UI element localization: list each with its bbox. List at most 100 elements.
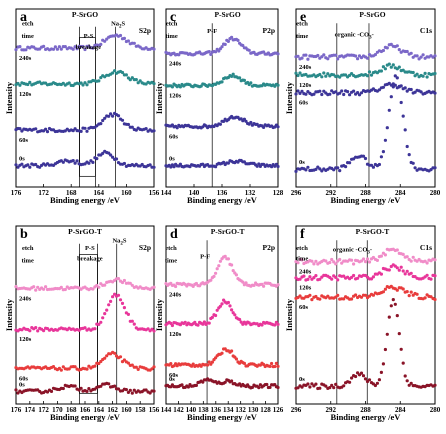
- data-point: [107, 114, 111, 118]
- data-point: [371, 275, 375, 279]
- series-label-120s: 120s: [299, 82, 312, 89]
- data-point: [230, 263, 234, 267]
- panel-letter: e: [300, 10, 306, 25]
- data-point: [34, 127, 38, 131]
- data-point: [73, 384, 77, 388]
- x-tick-label: 126: [273, 406, 284, 414]
- data-point: [228, 304, 232, 308]
- x-tick-label: 172: [38, 406, 49, 414]
- data-point: [220, 45, 224, 49]
- data-point: [132, 322, 136, 326]
- data-point: [276, 322, 280, 326]
- panel-letter: b: [20, 227, 28, 242]
- data-point: [314, 382, 318, 386]
- y-axis-label: Intensity: [4, 298, 14, 331]
- data-point: [433, 258, 437, 262]
- x-tick-label: 132: [245, 189, 256, 197]
- data-point: [276, 385, 280, 390]
- data-point: [152, 129, 156, 133]
- data-point: [397, 332, 401, 336]
- data-point: [234, 357, 238, 361]
- data-point: [242, 361, 246, 365]
- data-point: [338, 75, 342, 79]
- data-point: [152, 329, 156, 333]
- data-point: [244, 281, 248, 285]
- data-point: [148, 391, 152, 395]
- data-point: [409, 259, 413, 263]
- data-point: [326, 72, 330, 76]
- annotation-label: time: [296, 33, 308, 40]
- data-point: [334, 53, 338, 57]
- data-point: [276, 83, 280, 87]
- data-point: [83, 81, 87, 85]
- breakage-box: [79, 37, 96, 177]
- data-point: [122, 278, 126, 283]
- data-point: [433, 71, 437, 76]
- series-label-240s: 240s: [299, 269, 312, 276]
- data-point: [130, 363, 134, 367]
- data-point: [138, 79, 142, 83]
- data-point: [312, 276, 316, 280]
- data-point: [220, 351, 224, 355]
- x-tick-label: 156: [149, 406, 160, 414]
- x-tick-label: 166: [80, 406, 91, 414]
- series-120s: [14, 69, 156, 88]
- data-point: [433, 297, 437, 302]
- data-point: [178, 162, 182, 166]
- data-point: [405, 379, 409, 383]
- data-point: [201, 380, 205, 384]
- data-point: [371, 165, 375, 169]
- data-point: [242, 78, 246, 82]
- series-label-0s: 0s: [19, 156, 25, 163]
- data-point: [128, 388, 132, 392]
- data-point: [231, 269, 235, 273]
- region-label: S2p: [139, 26, 151, 35]
- data-point: [118, 355, 123, 359]
- data-point: [218, 304, 222, 308]
- data-point: [318, 89, 322, 93]
- annotation-label: P-S: [84, 33, 94, 40]
- data-point: [91, 287, 95, 291]
- panel-letter: c: [170, 10, 176, 25]
- data-point: [381, 290, 385, 294]
- data-point: [99, 320, 103, 324]
- data-point: [45, 130, 50, 134]
- data-point: [381, 150, 385, 154]
- data-point: [405, 255, 409, 259]
- data-point: [152, 82, 156, 86]
- data-point: [111, 71, 115, 75]
- data-point: [107, 382, 111, 386]
- data-point: [128, 281, 132, 285]
- annotation-label: P-F: [200, 254, 210, 261]
- series-240s: [14, 277, 156, 292]
- data-point: [395, 288, 399, 292]
- data-point: [338, 169, 342, 173]
- data-point: [296, 73, 300, 78]
- y-axis-label: Intensity: [154, 298, 164, 331]
- data-point: [326, 57, 330, 61]
- data-point: [383, 253, 387, 257]
- data-point: [222, 119, 226, 123]
- data-point: [409, 271, 413, 275]
- data-point: [238, 382, 242, 386]
- data-point: [262, 125, 266, 129]
- data-point: [186, 385, 190, 389]
- x-tick-label: 168: [66, 189, 77, 197]
- data-point: [348, 380, 352, 384]
- panel-title: P-SrGO: [359, 10, 385, 19]
- data-point: [389, 42, 393, 47]
- data-point: [391, 298, 395, 302]
- data-point: [352, 262, 356, 266]
- data-point: [332, 386, 336, 390]
- x-tick-label: 130: [248, 406, 259, 414]
- x-tick-label: 164: [94, 406, 105, 414]
- data-point: [407, 153, 411, 157]
- data-point: [296, 386, 300, 390]
- data-point: [217, 264, 221, 268]
- data-point: [114, 157, 119, 161]
- data-point: [36, 329, 40, 333]
- data-point: [223, 380, 227, 384]
- data-point: [308, 385, 312, 389]
- data-point: [395, 248, 399, 252]
- data-point: [399, 347, 403, 351]
